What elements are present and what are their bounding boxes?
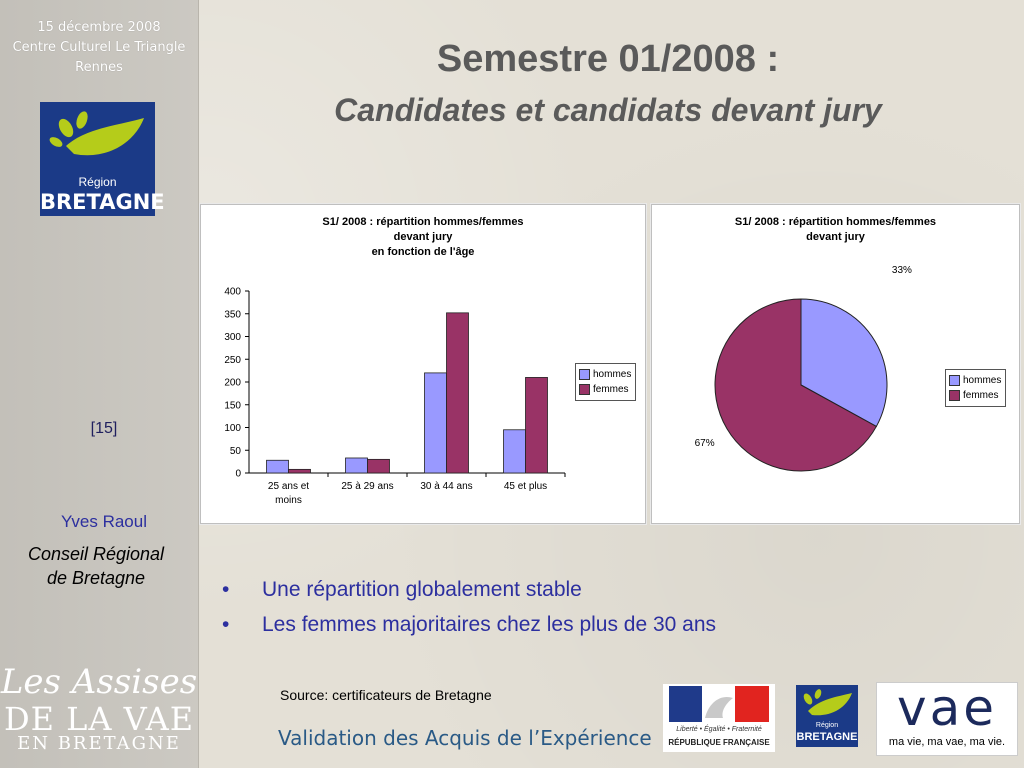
bar-chart-panel: S1/ 2008 : répartition hommes/femmes dev… [200, 204, 646, 524]
legend-label-hommes: hommes [593, 369, 632, 380]
bar-chart-title-line1: S1/ 2008 : répartition hommes/femmes [322, 216, 524, 228]
bar-y-tick-label: 200 [224, 378, 241, 389]
bar-femmes [288, 468, 311, 474]
marianne-icon [669, 686, 769, 722]
pie-legend-swatch-hommes [949, 375, 960, 386]
bar-chart-title-line2: devant jury [393, 231, 453, 243]
bullet-marker: • [222, 578, 230, 601]
vae-logo-slogan: ma vie, ma vae, ma vie. [888, 736, 1006, 748]
event-date: 15 décembre 2008 [37, 20, 161, 35]
presenter-org-line1: Conseil Régional [27, 544, 165, 564]
source-note: Source: certificateurs de Bretagne [280, 687, 492, 703]
assises-logo-line1: Les Assises [0, 662, 198, 702]
region-bretagne-logo: Région BRETAGNE [40, 102, 165, 216]
bar-chart-legend: hommes femmes [575, 363, 637, 401]
pie-legend-swatch-femmes [949, 390, 960, 401]
bar-y-tick-label: 250 [224, 355, 241, 366]
legend-item-hommes: hommes [579, 367, 631, 382]
pie-data-label: 33% [892, 265, 912, 276]
bullet-item: • Une répartition globalement stable [222, 578, 1022, 613]
bar-hommes [424, 372, 447, 474]
bar-x-tick-label: moins [275, 495, 302, 506]
pie-slice-femmes [714, 298, 878, 472]
bar-x-tick-label: 25 à 29 ans [341, 481, 393, 492]
bar-y-tick-label: 50 [230, 446, 242, 457]
bar-y-tick-label: 350 [224, 309, 241, 320]
bullet-item: • Les femmes majoritaires chez les plus … [222, 613, 1022, 648]
slide-title: Semestre 01/2008 : [436, 38, 780, 80]
bullet-list: • Une répartition globalement stable • L… [222, 578, 1022, 648]
pie-chart: 33% 67% [695, 265, 912, 472]
legend-swatch-hommes [579, 369, 590, 380]
pie-legend-item-femmes: femmes [949, 388, 1001, 403]
bar-hommes [503, 429, 526, 474]
bar-hommes [266, 459, 289, 474]
bar-y-tick-label: 0 [235, 469, 241, 480]
assises-logo-line2: DE LA VAE [3, 700, 195, 738]
bullet-marker: • [222, 613, 230, 636]
pie-legend-label-hommes: hommes [963, 375, 1002, 386]
slide-number: [15] [90, 420, 118, 437]
bar-femmes [367, 458, 390, 474]
bar-y-tick-label: 150 [224, 400, 241, 411]
assises-logo-line3: EN BRETAGNE [17, 733, 181, 754]
vae-logo: vae ma vie, ma vae, ma vie. [876, 679, 1018, 756]
sidebar: 15 décembre 2008 Centre Culturel Le Tria… [0, 0, 199, 768]
pie-chart-title-line1: S1/ 2008 : répartition hommes/femmes [734, 216, 937, 228]
pie-chart-title-line2: devant jury [806, 231, 865, 243]
region-logo-line2: BRETAGNE [40, 190, 165, 214]
bar-x-tick-label: 25 ans et [268, 481, 309, 492]
rf-logo-name: RÉPUBLIQUE FRANÇAISE [668, 738, 770, 747]
event-venue: Centre Culturel Le Triangle [12, 40, 186, 55]
rb-logo-line1: Région [815, 722, 839, 729]
slide-subtitle: Candidates et candidats devant jury [334, 92, 882, 128]
region-logo-line1: Région [78, 175, 117, 189]
pie-data-label: 67% [695, 438, 715, 449]
presenter-org-line2: de Bretagne [46, 568, 146, 588]
legend-swatch-femmes [579, 384, 590, 395]
event-city: Rennes [75, 60, 123, 75]
pie-legend-item-hommes: hommes [949, 373, 1001, 388]
pie-chart-legend: hommes femmes [945, 369, 1007, 407]
region-bretagne-logo-small: Région BRETAGNE [796, 685, 858, 747]
rb-logo-line2: BRETAGNE [796, 731, 858, 743]
vae-logo-word: vae [897, 679, 997, 737]
bar-chart: 0 50 100 150 200 250 300 350 400 25 ans et moins 25… [224, 287, 566, 506]
legend-item-femmes: femmes [579, 382, 631, 397]
bar-hommes [345, 457, 368, 474]
legend-label-femmes: femmes [593, 384, 629, 395]
bar-y-tick-label: 400 [224, 287, 241, 298]
bar-x-tick-label: 45 et plus [504, 481, 547, 492]
bar-y-tick-label: 100 [224, 423, 241, 434]
bar-femmes [446, 312, 469, 474]
pie-legend-label-femmes: femmes [963, 390, 999, 401]
pie-chart-panel: S1/ 2008 : répartition hommes/femmes dev… [651, 204, 1020, 524]
bar-femmes [525, 377, 548, 474]
pie-slice-hommes [800, 298, 888, 428]
footer-tagline: Validation des Acquis de l’Expérience [278, 726, 652, 750]
bullet-text: Les femmes majoritaires chez les plus de… [262, 613, 717, 636]
bullet-text: Une répartition globalement stable [262, 578, 582, 601]
rf-logo-motto: Liberté • Égalité • Fraternité [676, 726, 762, 733]
bar-chart-title-line3: en fonction de l'âge [371, 246, 475, 258]
bar-x-tick-label: 30 à 44 ans [420, 481, 472, 492]
presenter-name: Yves Raoul [61, 512, 147, 531]
region-leaf-icon [49, 111, 144, 156]
region-leaf-icon [803, 689, 852, 716]
bar-y-tick-label: 300 [224, 332, 241, 343]
republique-francaise-logo: Liberté • Égalité • Fraternité RÉPUBLIQU… [663, 684, 775, 752]
